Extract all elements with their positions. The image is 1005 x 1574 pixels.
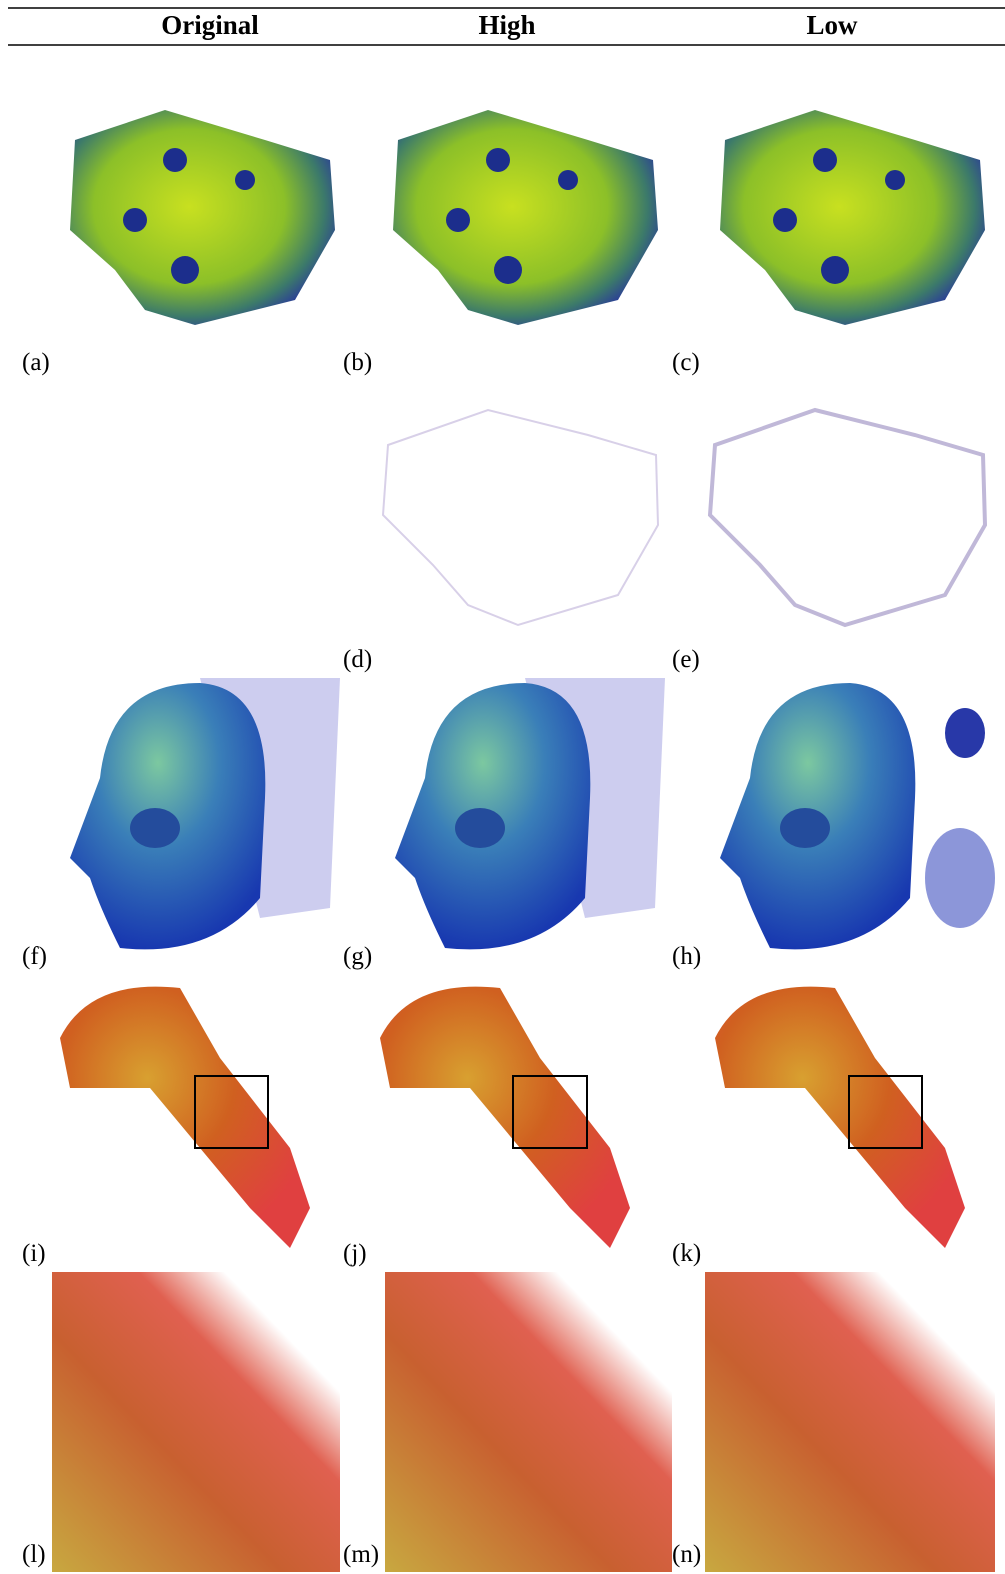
panel-label: (n) — [672, 1541, 701, 1568]
panel-label: (f) — [22, 943, 47, 970]
panel-label: (h) — [672, 943, 701, 970]
panel-label: (j) — [343, 1240, 367, 1267]
flame-images — [60, 987, 965, 1248]
difference-images — [383, 410, 985, 625]
zoom-images — [52, 1272, 995, 1572]
figure: Original High Low (a) (b) (c) (d) (e) (f… — [0, 0, 1005, 1574]
panel-label: (a) — [22, 349, 50, 376]
panel-label: (d) — [343, 646, 372, 673]
head-images — [70, 678, 995, 949]
panel-label: (m) — [343, 1541, 379, 1568]
page: {"header": {"columns": ["Original", "Hig… — [0, 0, 1005, 1574]
cheese-images — [70, 110, 985, 325]
panel-label: (i) — [22, 1240, 46, 1267]
column-header: Low — [806, 10, 858, 40]
column-header: Original — [161, 10, 259, 40]
column-header: High — [478, 10, 535, 40]
panel-label: (b) — [343, 349, 372, 376]
panel-label: (c) — [672, 349, 700, 376]
panel-label: (e) — [672, 646, 700, 673]
panel-label: (k) — [672, 1240, 701, 1267]
panel-label: (g) — [343, 943, 372, 970]
panel-label: (l) — [22, 1541, 46, 1568]
